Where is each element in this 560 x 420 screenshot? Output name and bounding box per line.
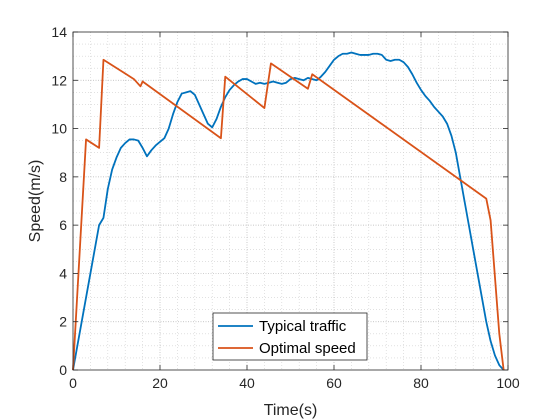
x-tick-label: 40 [239,375,255,391]
y-tick-label: 2 [59,314,67,330]
y-axis-label: Speed(m/s) [27,160,44,243]
legend-box [212,312,368,361]
y-tick-label: 4 [59,265,67,281]
y-tick-label: 12 [51,72,67,88]
series-layer [72,51,505,371]
y-tick-labels: 0 2 4 6 8 10 12 14 [51,24,67,378]
plot-border [72,31,509,371]
series-line-1 [72,51,505,371]
legend-label: Typical traffic [259,318,347,335]
y-tick-label: 8 [59,169,67,185]
series-line-2 [72,58,505,371]
axis-ticks [72,31,509,371]
legend: Typical traffic Optimal speed [212,312,368,361]
y-tick-label: 0 [59,362,67,378]
minor-grid [73,32,508,370]
x-tick-labels: 0 20 40 60 80 100 [69,375,520,391]
y-tick-label: 14 [51,24,67,40]
y-tick-label: 10 [51,121,67,137]
x-tick-label: 80 [413,375,429,391]
y-tick-label: 6 [59,217,67,233]
x-tick-label: 0 [69,375,77,391]
x-tick-label: 20 [152,375,168,391]
x-tick-label: 100 [496,375,520,391]
x-axis-label: Time(s) [264,402,318,419]
x-tick-label: 60 [326,375,342,391]
legend-label: Optimal speed [259,340,356,357]
